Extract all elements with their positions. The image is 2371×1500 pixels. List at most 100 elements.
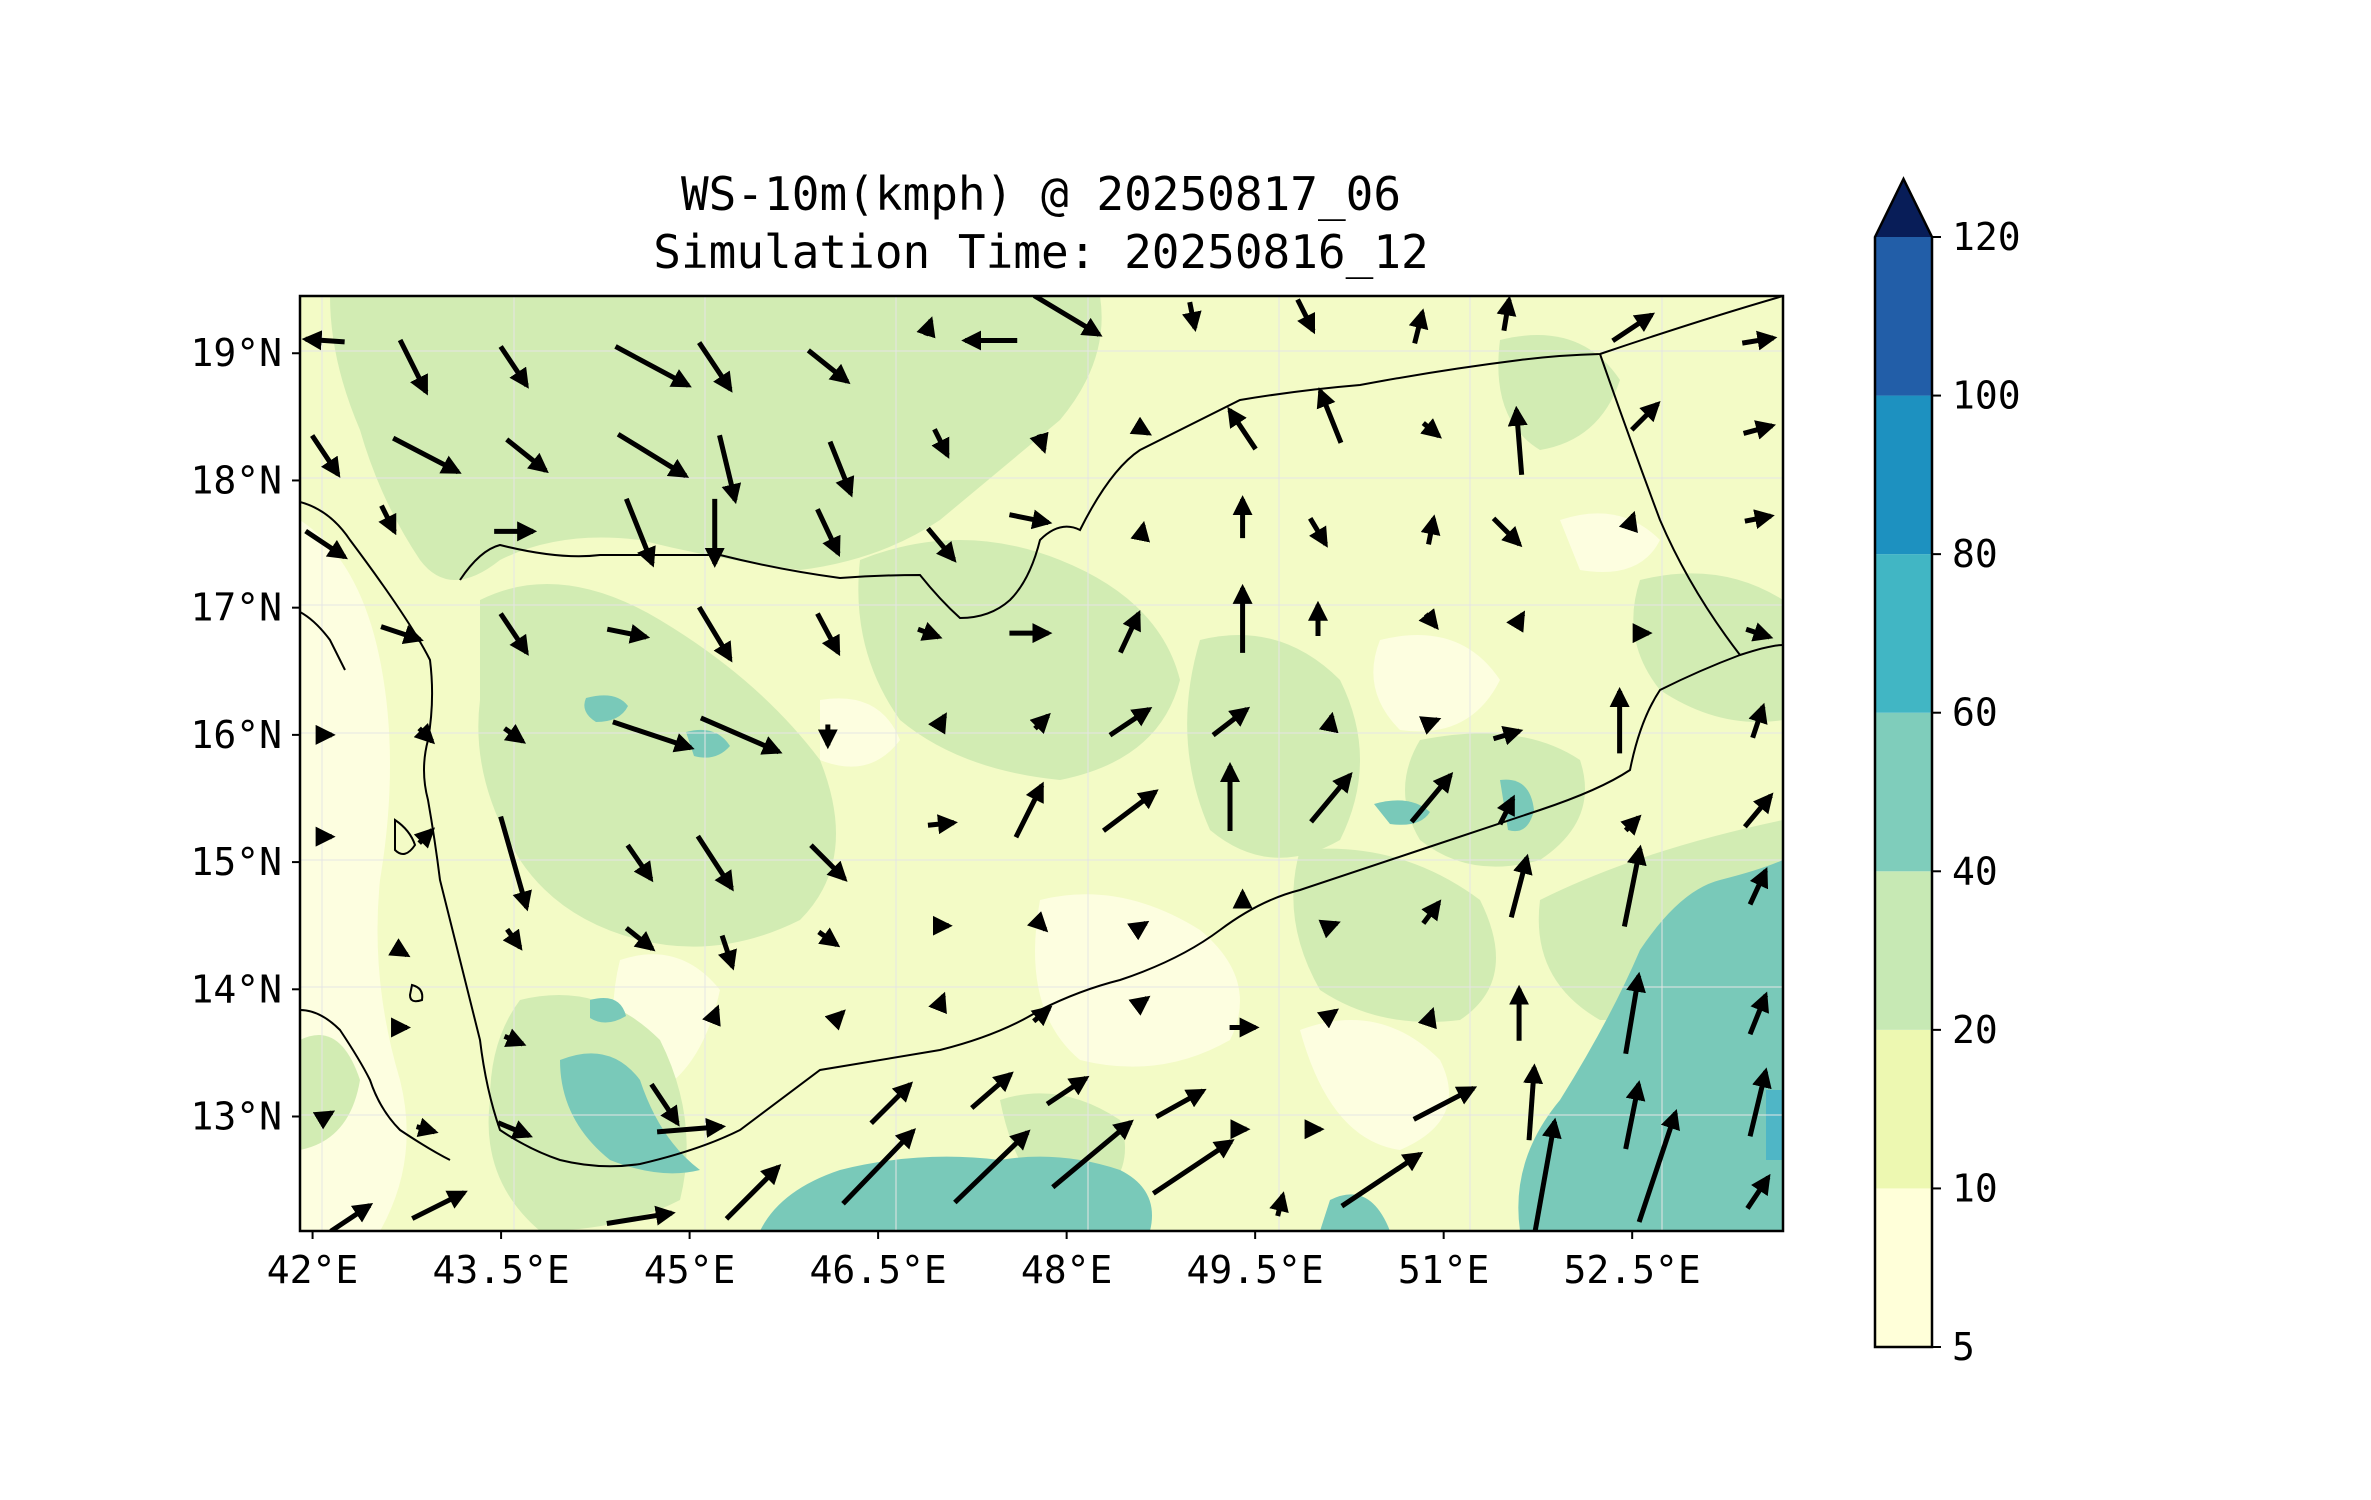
- wind-arrow: [503, 723, 527, 744]
- wind-arrow: [301, 330, 345, 351]
- wind-arrow: [1155, 1088, 1207, 1119]
- wind-arrow: [806, 348, 851, 385]
- colorbar-segment: [1875, 1188, 1932, 1347]
- wind-arrow: [841, 1128, 916, 1206]
- wind-arrow: [616, 432, 690, 478]
- wind-arrow: [827, 440, 855, 498]
- wind-arrow: [1181, 301, 1202, 333]
- x-axis-ticks: 42°E 43.5°E 45°E 46.5°E 48°E 49.5°E 51°E 52.5°E: [267, 1231, 1701, 1292]
- colorbar-tick-label: 40: [1952, 849, 1998, 893]
- wind-arrow: [498, 815, 532, 912]
- wind-arrow: [1532, 1117, 1562, 1231]
- wind-arrow: [1506, 610, 1526, 633]
- wind-arrow: [614, 344, 692, 388]
- map-area: [300, 296, 1783, 1231]
- wind-arrow: [916, 316, 936, 339]
- wind-arrow: [1611, 312, 1656, 343]
- wind-arrow: [649, 1082, 680, 1127]
- wind-arrow: [397, 338, 429, 396]
- wind-arrow: [606, 624, 651, 644]
- y-axis-ticks: 19°N 18°N 17°N 16°N 15°N 14°N 13°N: [190, 331, 300, 1139]
- wind-arrow: [717, 934, 737, 971]
- colorbar: 5 10 20 40 60 80 100 120: [1873, 176, 2021, 1369]
- wind-arrow: [1316, 387, 1344, 444]
- wind-arrow: [392, 435, 462, 475]
- wind-arrow: [304, 528, 348, 560]
- wind-arrow: [503, 1028, 527, 1047]
- wind-arrow: [1629, 401, 1661, 432]
- wind-arrow: [612, 719, 695, 753]
- y-tick-label: 18°N: [190, 458, 282, 502]
- wind-arrow: [1101, 789, 1159, 833]
- wind-arrow: [1742, 420, 1777, 440]
- wind-arrow: [928, 991, 947, 1015]
- wind-arrow: [413, 722, 436, 745]
- colorbar-extend-triangle: [1875, 179, 1932, 237]
- wind-arrow: [411, 1190, 468, 1221]
- wind-arrow: [1508, 853, 1533, 919]
- wind-vectors: [301, 296, 1778, 1231]
- wind-arrow: [1420, 514, 1441, 545]
- wind-arrow: [1408, 308, 1429, 345]
- colorbar-tick-label: 100: [1952, 374, 2021, 418]
- wind-arrow: [1421, 899, 1442, 925]
- wind-arrow: [1027, 911, 1049, 933]
- wind-arrow: [1747, 1067, 1772, 1137]
- wind-arrow: [415, 1117, 439, 1138]
- wind-arrow: [624, 497, 656, 568]
- wind-arrow: [1742, 792, 1774, 829]
- wind-arrow: [1295, 298, 1316, 335]
- wind-arrow: [1412, 1085, 1478, 1122]
- wind-arrow: [1748, 702, 1768, 739]
- wind-arrow: [380, 624, 424, 645]
- wind-arrow: [869, 1081, 914, 1126]
- wind-arrow: [815, 612, 841, 657]
- wind-arrow: [702, 1004, 721, 1027]
- colorbar-tick-label: 120: [1952, 215, 2021, 259]
- chart-title-line1: WS-10m(kmph) @ 20250817_06: [681, 167, 1401, 221]
- map-frame: [298, 294, 1785, 1233]
- wind-arrow: [1747, 866, 1769, 906]
- wind-arrow: [1409, 772, 1454, 824]
- y-tick-label: 13°N: [190, 1095, 282, 1139]
- wind-arrow: [824, 1009, 846, 1031]
- wind-arrow: [413, 827, 436, 849]
- wind-arrow: [1211, 706, 1251, 738]
- wind-arrow: [625, 843, 654, 883]
- wind-arrow: [1418, 608, 1439, 631]
- x-tick-label: 49.5°E: [1187, 1248, 1324, 1292]
- wind-arrow: [927, 814, 958, 835]
- y-tick-label: 16°N: [190, 713, 282, 757]
- wind-arrow: [1340, 1151, 1424, 1209]
- wind-arrow: [695, 834, 734, 892]
- wind-arrow: [1496, 296, 1517, 332]
- wind-arrow: [498, 345, 529, 389]
- wind-field-peak-patch: [1766, 1090, 1783, 1160]
- colorbar-tick-label: 80: [1952, 532, 1998, 576]
- x-tick-label: 46.5°E: [809, 1248, 946, 1292]
- colorbar-outline: [1873, 176, 1934, 1349]
- wind-arrow: [1227, 406, 1258, 451]
- wind-arrow: [1621, 844, 1647, 928]
- wind-arrow: [388, 938, 411, 958]
- wind-arrow: [1496, 794, 1516, 826]
- wind-arrow: [1623, 1080, 1646, 1150]
- x-tick-label: 51°E: [1398, 1248, 1490, 1292]
- y-tick-label: 19°N: [190, 331, 282, 375]
- wind-arrow: [928, 712, 948, 735]
- wind-arrow: [1008, 509, 1053, 530]
- wind-arrow: [1747, 991, 1770, 1036]
- wind-arrow: [1618, 510, 1638, 534]
- wind-arrow: [1318, 711, 1339, 734]
- wind-arrow: [926, 526, 957, 563]
- wind-field-high-patches: [560, 695, 1783, 1231]
- colorbar-segment: [1875, 395, 1932, 555]
- y-tick-label: 14°N: [190, 967, 282, 1011]
- colorbar-segment: [1875, 712, 1932, 872]
- wind-arrow: [970, 1071, 1014, 1110]
- wind-arrow: [1128, 995, 1151, 1016]
- x-tick-label: 45°E: [644, 1248, 736, 1292]
- wind-arrow: [699, 715, 783, 755]
- wind-arrow: [1151, 1139, 1235, 1196]
